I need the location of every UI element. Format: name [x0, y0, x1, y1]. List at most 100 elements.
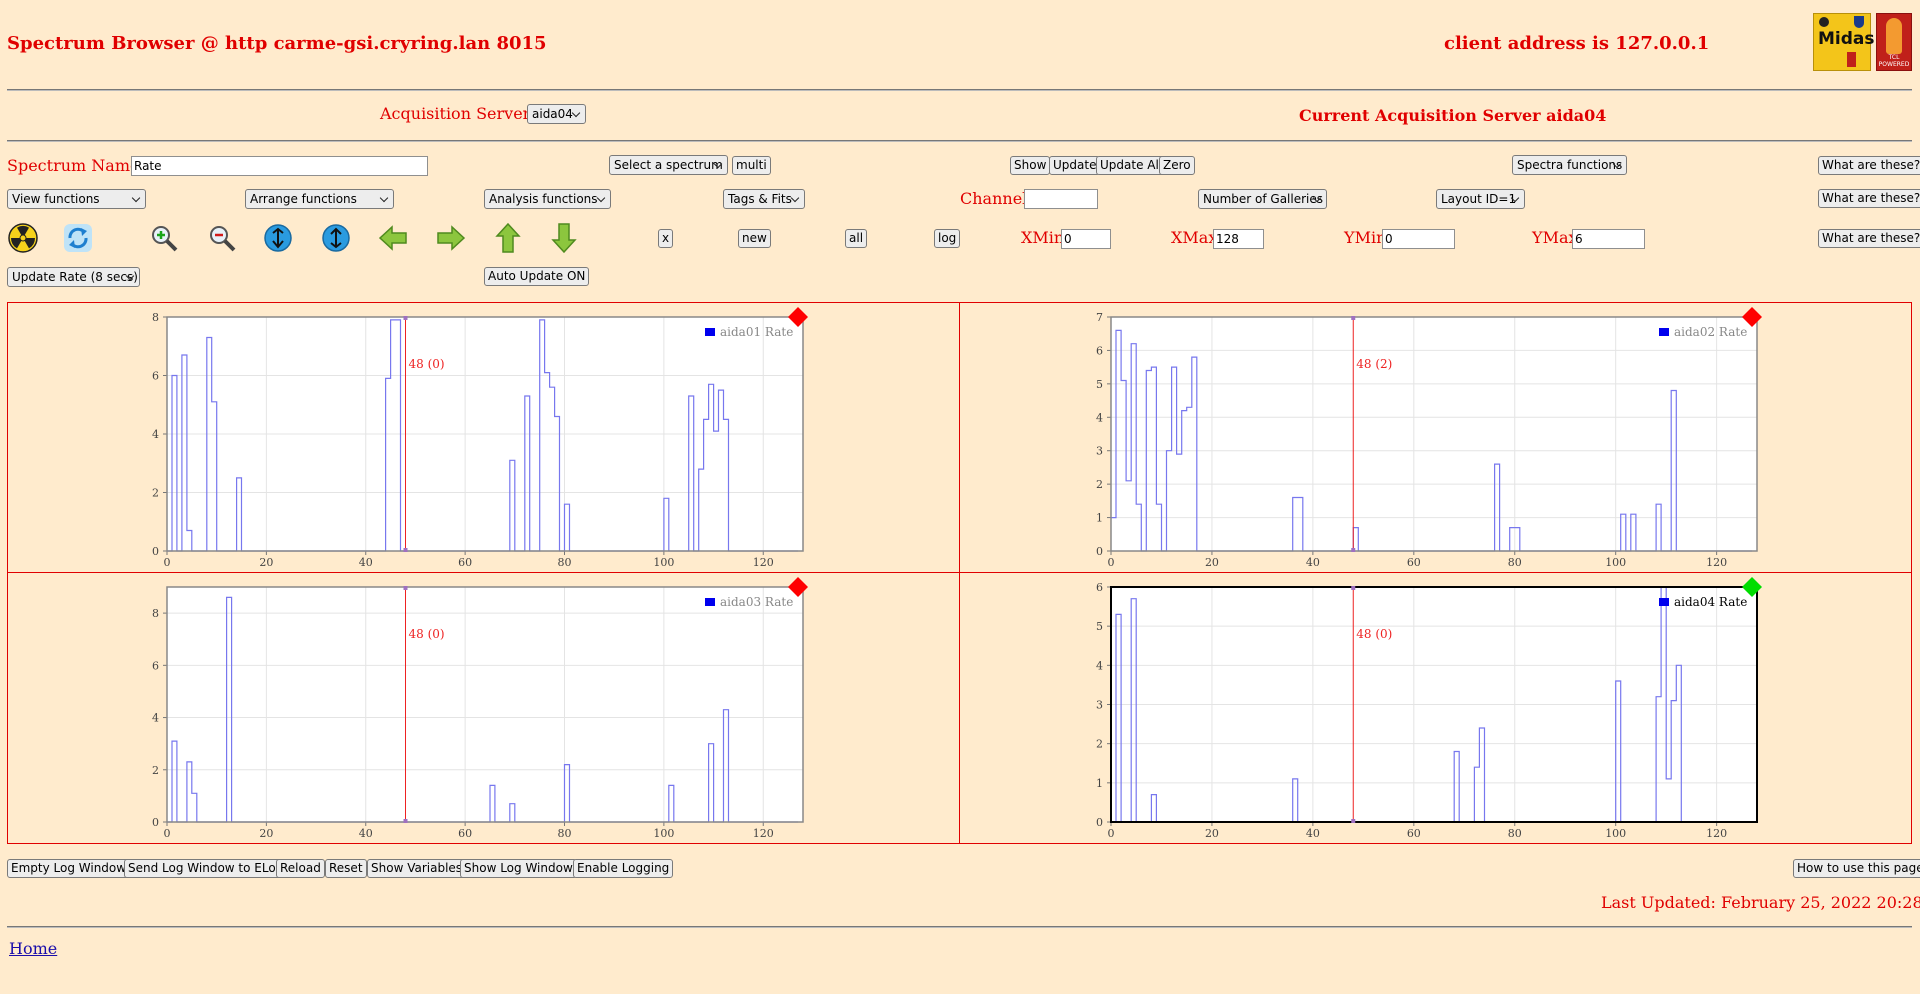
- legend-label: aida03 Rate: [720, 595, 793, 609]
- x-tick-label: 120: [753, 827, 774, 840]
- number-of-galleries-dropdown[interactable]: Number of Galleries: [1198, 189, 1327, 209]
- update-rate-dropdown[interactable]: Update Rate (8 secs): [7, 267, 140, 287]
- y-tick-label: 5: [1096, 378, 1103, 391]
- what-are-these-button[interactable]: What are these?: [1818, 229, 1920, 248]
- arrange-functions-dropdown[interactable]: Arrange functions: [245, 189, 394, 209]
- ymin-input[interactable]: 0: [1382, 229, 1455, 249]
- y-tick-label: 6: [1096, 581, 1103, 594]
- arrow-right-icon[interactable]: [435, 222, 467, 254]
- x-tick-label: 0: [164, 556, 171, 569]
- cursor-handle[interactable]: [1351, 316, 1356, 320]
- arrow-up-icon[interactable]: [492, 222, 524, 254]
- compress-y-icon[interactable]: [320, 222, 352, 254]
- auto-update-button[interactable]: Auto Update ON: [484, 267, 590, 286]
- y-tick-label: 0: [152, 545, 159, 558]
- plot-frame: [166, 316, 804, 552]
- send-log-to-elog-button[interactable]: Send Log Window to ELog: [124, 859, 288, 878]
- show-button[interactable]: Show: [1010, 156, 1051, 175]
- midas-logo[interactable]: Midas: [1813, 13, 1875, 71]
- y-tick-label: 3: [1096, 699, 1103, 712]
- spectrum-name-input[interactable]: Rate: [131, 156, 428, 176]
- expand-y-icon[interactable]: [262, 222, 294, 254]
- enable-logging-button[interactable]: Enable Logging: [573, 859, 674, 878]
- spectrum-chart-aida02[interactable]: 0 20 40 60 80 100 120 0 1 2 3 4 5 6 7 48 (2) aida02 Rate: [960, 303, 1911, 572]
- x-tick-label: 60: [458, 556, 472, 569]
- spectrum-chart-aida01[interactable]: 0 20 40 60 80 100 120 0 2 4 6 8 48 (0) aida01 Rate: [8, 303, 959, 572]
- zoom-out-icon[interactable]: [206, 222, 238, 254]
- zero-button[interactable]: Zero: [1159, 156, 1195, 175]
- cursor-handle[interactable]: [1351, 586, 1356, 590]
- multi-button[interactable]: multi: [732, 156, 771, 175]
- channel-input[interactable]: [1024, 189, 1098, 209]
- cursor-handle[interactable]: [403, 316, 408, 320]
- analysis-functions-dropdown[interactable]: Analysis functions: [484, 189, 611, 209]
- status-indicator[interactable]: [788, 577, 808, 597]
- plot-area: 0 20 40 60 80 100 120 0 1 2 3 4 5 6 48 (0): [1096, 581, 1758, 840]
- home-link[interactable]: Home: [9, 939, 58, 958]
- spectrum-chart-aida04[interactable]: 0 20 40 60 80 100 120 0 1 2 3 4 5 6 48 (0) aida04 Rate: [960, 573, 1911, 843]
- status-indicator[interactable]: [1742, 577, 1762, 597]
- cursor-handle[interactable]: [1351, 819, 1356, 823]
- show-variables-button[interactable]: Show Variables: [367, 859, 467, 878]
- x-tick-label: 60: [1407, 827, 1421, 840]
- xmin-input[interactable]: 0: [1061, 229, 1111, 249]
- log-button[interactable]: log: [934, 229, 961, 248]
- reset-button[interactable]: Reset: [325, 859, 367, 878]
- y-tick-label: 2: [1096, 738, 1103, 751]
- x-tick-label: 80: [558, 827, 572, 840]
- chart-cell[interactable]: 0 20 40 60 80 100 120 0 1 2 3 4 5 6 48 (0) aida04 Rate: [959, 572, 1912, 844]
- series-line: [167, 596, 798, 823]
- legend: aida03 Rate: [705, 595, 793, 609]
- cursor-handle[interactable]: [1351, 548, 1356, 552]
- x-tick-label: 100: [1605, 827, 1626, 840]
- x-tick-label: 20: [259, 827, 273, 840]
- cursor-handle[interactable]: [403, 548, 408, 552]
- midas-emblem-icon: [1819, 17, 1829, 27]
- x-tick-label: 40: [359, 827, 373, 840]
- chart-cell[interactable]: 0 20 40 60 80 100 120 0 2 4 6 8 48 (0) aida01 Rate: [7, 302, 960, 573]
- tcl-logo[interactable]: TCL POWERED: [1876, 13, 1912, 71]
- chart-cell[interactable]: 0 20 40 60 80 100 120 0 1 2 3 4 5 6 7 48 (2) aida02 Rate: [959, 302, 1912, 573]
- how-to-use-button[interactable]: How to use this page: [1793, 859, 1920, 878]
- update-all-button[interactable]: Update All: [1096, 156, 1167, 175]
- x-tick-label: 120: [1706, 556, 1727, 569]
- arrow-left-icon[interactable]: [377, 222, 409, 254]
- empty-log-window-button[interactable]: Empty Log Window: [7, 859, 131, 878]
- status-indicator[interactable]: [788, 307, 808, 327]
- cursor-handle[interactable]: [403, 819, 408, 823]
- refresh-icon[interactable]: [62, 222, 94, 254]
- reload-button[interactable]: Reload: [276, 859, 325, 878]
- update-button[interactable]: Update: [1049, 156, 1101, 175]
- x-tick-label: 20: [1205, 827, 1219, 840]
- legend-swatch: [1659, 328, 1669, 336]
- status-indicator[interactable]: [1742, 307, 1762, 327]
- y-tick-label: 5: [1096, 620, 1103, 633]
- divider: [7, 926, 1912, 928]
- divider: [7, 140, 1912, 142]
- xmax-input[interactable]: 128: [1213, 229, 1264, 249]
- select-spectrum-dropdown[interactable]: Select a spectrum: [609, 155, 728, 175]
- arrow-down-icon[interactable]: [548, 222, 580, 254]
- what-are-these-button[interactable]: What are these?: [1818, 156, 1920, 175]
- cursor-handle[interactable]: [403, 586, 408, 590]
- new-button[interactable]: new: [738, 229, 771, 248]
- ymax-input[interactable]: 6: [1572, 229, 1645, 249]
- zoom-in-icon[interactable]: [148, 222, 180, 254]
- show-log-window-button[interactable]: Show Log Window: [460, 859, 577, 878]
- spectra-functions-dropdown[interactable]: Spectra functions: [1512, 155, 1627, 175]
- view-functions-dropdown[interactable]: View functions: [7, 189, 146, 209]
- all-button[interactable]: all: [845, 229, 868, 248]
- y-tick-label: 2: [152, 487, 159, 500]
- what-are-these-button[interactable]: What are these?: [1818, 189, 1920, 208]
- acquisition-server-select[interactable]: aida04: [527, 104, 586, 124]
- cursor-label: 48 (0): [1356, 627, 1392, 641]
- spectrum-chart-aida03[interactable]: 0 20 40 60 80 100 120 0 2 4 6 8 48 (0) aida03 Rate: [8, 573, 959, 843]
- tags-fits-dropdown[interactable]: Tags & Fits: [723, 189, 805, 209]
- chart-cell[interactable]: 0 20 40 60 80 100 120 0 2 4 6 8 48 (0) aida03 Rate: [7, 572, 960, 844]
- radiation-icon[interactable]: [7, 222, 39, 254]
- xmax-label: XMax: [1171, 228, 1218, 247]
- x-tick-label: 100: [653, 827, 674, 840]
- y-tick-label: 8: [152, 311, 159, 324]
- layout-id-dropdown[interactable]: Layout ID=1: [1436, 189, 1525, 209]
- x-button[interactable]: x: [658, 229, 674, 248]
